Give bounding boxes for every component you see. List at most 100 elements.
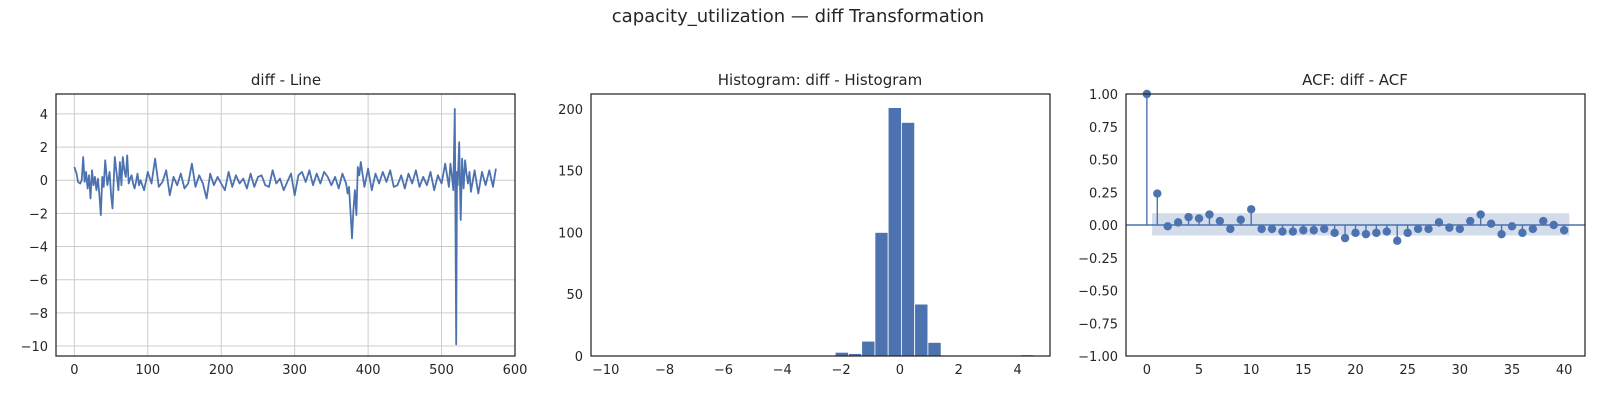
line-chart-x-tick-label: 500 [429,363,454,378]
acf-point [1267,224,1277,234]
acf-point [1288,227,1298,236]
line-chart-y-tick-label: −4 [29,241,48,256]
line-chart-x-tick-label: 600 [503,363,528,378]
acf-point [1486,219,1496,228]
histogram-y-tick-label: 200 [558,103,583,118]
acf-point [1153,189,1162,198]
acf-point [1476,210,1485,219]
acf-point [1215,216,1225,226]
acf-point [1205,210,1214,219]
acf-point [1340,233,1350,243]
histogram-y-tick-label: 50 [566,288,583,303]
line-chart-y-tick-label: 4 [40,108,48,123]
line-chart-title: diff - Line [251,71,321,89]
line-chart-y-tick-label: −6 [29,274,48,289]
line-chart-panel: diff - Line 0 100 200 300 400 500 600 4 2 0 −2 −4 −6… [21,71,528,378]
acf-point [1278,227,1287,236]
acf-point [1257,224,1266,234]
acf-point [1528,224,1538,234]
line-chart-x-tick-label: 0 [70,363,78,378]
histogram-bar [887,107,902,357]
histogram-y-tick-label: 150 [558,165,583,180]
acf-x-tick-label: 5 [1195,363,1203,378]
histogram-x-tick-label: −8 [655,363,674,378]
histogram-x-tick-label: −4 [773,363,792,378]
acf-y-tick-label: −0.50 [1078,285,1118,300]
acf-point [1226,224,1235,234]
acf-point [1434,218,1444,227]
line-chart-x-tick-label: 100 [135,363,160,378]
acf-y-tick-label: 1.00 [1089,88,1118,103]
acf-point [1445,223,1454,232]
histogram-panel: Histogram: diff - Histogram −10 −8 −6 −4 −2 0… [558,71,1051,378]
line-chart-x-tick-label: 200 [209,363,234,378]
acf-point [1194,214,1204,223]
acf-x-tick-label: 40 [1556,363,1573,378]
acf-point [1382,227,1391,236]
histogram-bar [874,232,889,357]
acf-point [1330,228,1339,238]
figure-suptitle: capacity_utilization — diff Transformati… [612,6,984,27]
acf-y-tick-label: 0.25 [1089,186,1118,201]
histogram-y-tick-label: 100 [558,226,583,241]
line-chart-y-tick-label: −8 [29,307,48,322]
acf-x-tick-label: 30 [1452,363,1469,378]
acf-point [1507,222,1517,231]
histogram-x-tick-label: −6 [714,363,733,378]
acf-x-tick-label: 25 [1399,363,1416,378]
histogram-bar [901,122,916,357]
line-chart-x-tick-label: 400 [356,363,381,378]
acf-y-tick-label: −0.25 [1078,252,1118,267]
histogram-bar [914,303,929,357]
acf-x-tick-label: 20 [1347,363,1364,378]
histogram-bar [861,340,876,357]
acf-point [1299,226,1308,235]
acf-point [1403,228,1412,238]
acf-point [1559,226,1569,235]
histogram-bar [927,342,942,357]
acf-y-tick-label: −1.00 [1078,350,1118,365]
acf-point [1413,224,1423,234]
acf-frame [1125,93,1586,357]
acf-point [1309,226,1318,235]
acf-point [1518,228,1527,238]
acf-y-tick-label: 0.75 [1089,121,1118,136]
line-chart-y-tick-label: 0 [40,174,48,189]
acf-point [1497,229,1506,239]
acf-point [1361,229,1371,239]
acf-point [1246,205,1256,214]
histogram-x-tick-label: 4 [1013,363,1021,378]
line-chart-y-tick-label: 2 [40,141,48,156]
histogram-frame [590,93,1051,357]
histogram-x-tick-label: −10 [592,363,619,378]
acf-x-tick-label: 10 [1243,363,1260,378]
acf-y-tick-label: −0.75 [1078,317,1118,332]
acf-y-tick-label: 0.50 [1089,154,1118,169]
line-chart-x-tick-label: 300 [282,363,307,378]
acf-title: ACF: diff - ACF [1302,71,1408,89]
acf-x-tick-label: 0 [1143,363,1151,378]
acf-point [1424,224,1433,234]
histogram-x-tick-label: 2 [955,363,963,378]
acf-point [1455,224,1465,234]
acf-point [1236,215,1245,224]
acf-point [1393,236,1402,245]
acf-point [1184,212,1193,222]
histogram-x-tick-label: −2 [832,363,851,378]
histogram-title: Histogram: diff - Histogram [718,71,922,89]
acf-point [1466,216,1475,226]
line-chart-series-line [73,108,497,346]
acf-x-tick-label: 35 [1504,363,1521,378]
acf-point [1372,228,1381,238]
acf-point [1173,218,1183,227]
line-chart-y-tick-label: −2 [29,207,48,222]
acf-y-tick-label: 0.00 [1089,219,1118,234]
histogram-y-tick-label: 0 [575,350,583,365]
histogram-x-tick-label: 0 [896,363,904,378]
line-chart-frame [55,93,516,357]
acf-x-tick-label: 15 [1295,363,1312,378]
acf-point [1549,220,1558,230]
acf-point [1351,228,1360,238]
acf-point [1320,224,1329,234]
